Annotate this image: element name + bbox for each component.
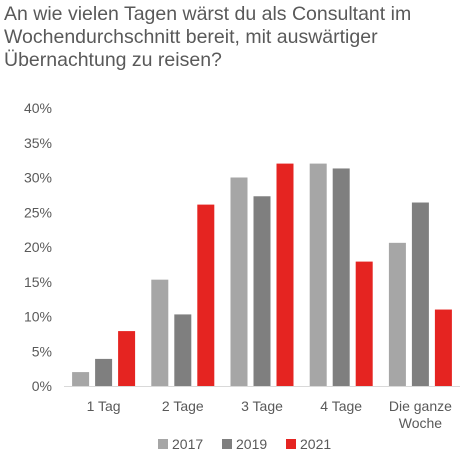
bar-2017: [230, 177, 248, 386]
chart-title-line: Übernachtung zu reisen?: [4, 49, 222, 71]
x-tick-label: Woche: [399, 415, 443, 431]
chart-title: An wie vielen Tagen wärst du als Consult…: [4, 3, 459, 72]
x-tick-label: Die ganze: [389, 398, 452, 414]
legend-swatch: [222, 439, 232, 449]
bar-2019: [253, 196, 271, 386]
x-tick-label: 1 Tag: [87, 398, 121, 414]
y-tick-label: 15%: [24, 274, 52, 290]
chart-title-line: Wochendurchschnitt bereit, mit auswärtig…: [4, 26, 378, 48]
bar-2019: [332, 168, 350, 386]
bar-2021: [355, 261, 373, 386]
y-tick-label: 10%: [24, 309, 52, 325]
bar-2017: [388, 242, 406, 386]
legend-swatch: [286, 439, 296, 449]
legend-label: 2021: [300, 436, 331, 452]
y-tick-label: 5%: [32, 343, 52, 359]
x-tick-label: 4 Tage: [320, 398, 362, 414]
bar-2021: [197, 204, 215, 386]
bar-2021: [276, 163, 294, 386]
bar-2019: [411, 202, 429, 386]
y-tick-label: 30%: [24, 170, 52, 186]
bar-2017: [309, 163, 327, 386]
bar-2019: [174, 314, 192, 386]
y-tick-label: 20%: [24, 239, 52, 255]
y-tick-label: 35%: [24, 135, 52, 151]
bar-2021: [434, 309, 452, 386]
bar-2017: [151, 279, 169, 386]
legend-label: 2017: [172, 436, 203, 452]
x-tick-label: 3 Tage: [241, 398, 283, 414]
legend-label: 2019: [236, 436, 267, 452]
bar-2019: [95, 358, 113, 386]
y-tick-label: 40%: [24, 100, 52, 116]
bar-2017: [72, 372, 90, 386]
y-tick-label: 25%: [24, 204, 52, 220]
y-tick-label: 0%: [32, 378, 52, 394]
x-tick-label: 2 Tage: [162, 398, 204, 414]
legend-swatch: [158, 439, 168, 449]
bar-2021: [118, 331, 136, 386]
chart-title-line: An wie vielen Tagen wärst du als Consult…: [4, 3, 412, 25]
